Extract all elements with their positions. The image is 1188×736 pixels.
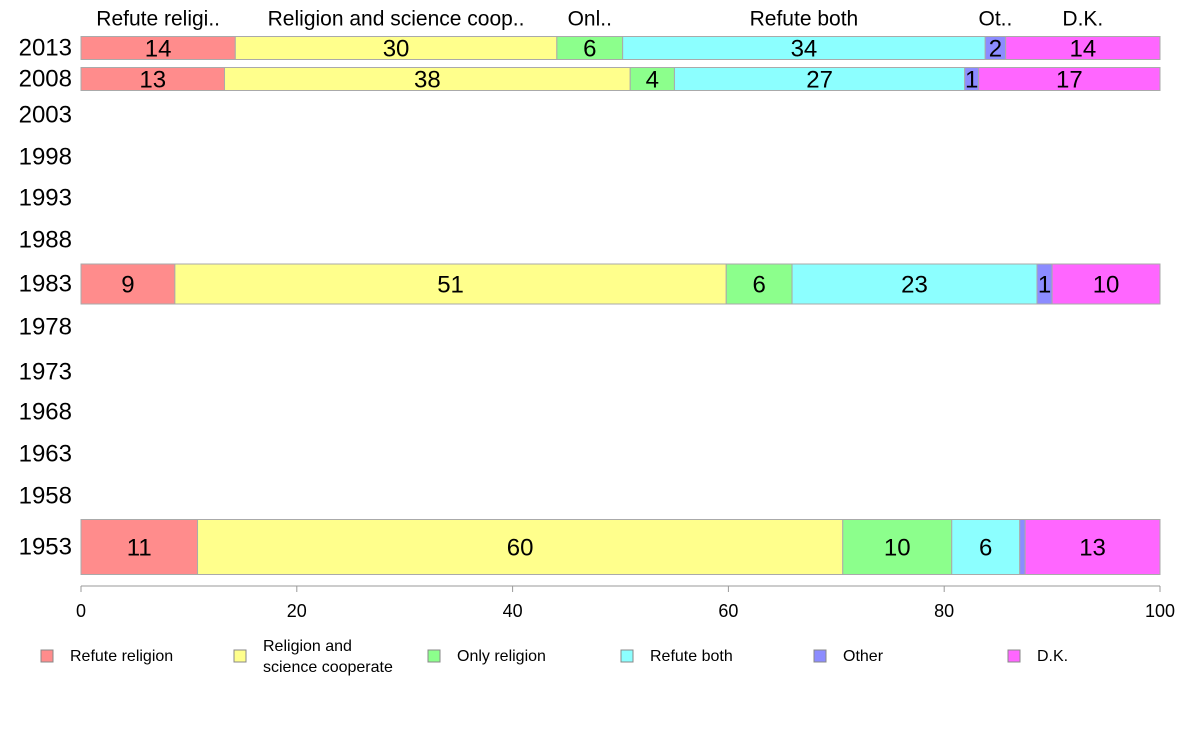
segment-label-2008-0: 13	[139, 67, 166, 94]
header-label-3: Refute both	[750, 8, 859, 31]
bar-segment-1983-1	[174, 263, 727, 305]
bar-segment-1983-5	[1051, 263, 1161, 305]
header-label-5: D.K.	[1062, 8, 1103, 31]
segment-label-2008-5: 17	[1056, 67, 1083, 94]
segment-label-1953-2: 10	[884, 535, 911, 562]
legend-label-3: Refute both	[650, 648, 733, 665]
segment-label-2013-1: 30	[383, 36, 410, 63]
legend-label-1: Religion and science cooperate	[263, 638, 393, 676]
y-tick-label-1993: 1993	[19, 185, 72, 212]
segment-label-2013-0: 14	[145, 36, 172, 63]
bar-segment-1953-4	[1019, 519, 1026, 575]
header-label-0: Refute religi..	[96, 8, 220, 31]
segment-label-1983-4: 1	[1038, 272, 1051, 299]
bar-segment-1983-0	[80, 263, 176, 305]
legend-swatch-5	[1007, 649, 1021, 663]
x-tick-label-40: 40	[503, 601, 523, 621]
legend-swatch-4	[813, 649, 827, 663]
header-label-2: Onl..	[568, 8, 612, 31]
bar-segment-1983-3	[791, 263, 1038, 305]
segment-label-1953-0: 11	[127, 535, 152, 562]
segment-label-2013-4: 2	[989, 36, 1002, 63]
y-tick-label-1953: 1953	[19, 534, 72, 561]
bar-segment-1953-3	[951, 519, 1021, 575]
x-tick-label-20: 20	[287, 601, 307, 621]
header-label-1: Religion and science coop..	[268, 8, 525, 31]
segment-label-2013-3: 34	[791, 36, 818, 63]
x-tick-label-100: 100	[1145, 601, 1175, 621]
bar-segment-1953-1	[197, 519, 844, 575]
y-tick-label-2013: 2013	[19, 35, 72, 62]
y-tick-label-1978: 1978	[19, 314, 72, 341]
legend-label-0: Refute religion	[70, 648, 173, 665]
y-tick-label-1958: 1958	[19, 483, 72, 510]
segment-label-2008-1: 38	[414, 67, 441, 94]
y-tick-label-1988: 1988	[19, 227, 72, 254]
legend-label-4: Other	[843, 648, 884, 665]
x-tick-label-80: 80	[934, 601, 954, 621]
y-tick-label-1968: 1968	[19, 399, 72, 426]
x-tick-label-60: 60	[718, 601, 738, 621]
header-label-4: Ot..	[979, 8, 1013, 31]
segment-label-1983-5: 10	[1093, 272, 1120, 299]
segment-label-1983-0: 9	[121, 272, 134, 299]
segment-label-2008-3: 27	[806, 67, 833, 94]
y-tick-label-2008: 2008	[19, 66, 72, 93]
segment-label-2013-2: 6	[583, 36, 596, 63]
y-tick-label-1983: 1983	[19, 271, 72, 298]
x-tick-label-0: 0	[76, 601, 86, 621]
legend-swatch-2	[427, 649, 441, 663]
bar-segment-2013-5	[1005, 36, 1161, 60]
segment-label-1983-3: 23	[901, 272, 928, 299]
legend-label-5: D.K.	[1037, 648, 1068, 665]
legend-swatch-1	[233, 649, 247, 663]
y-tick-label-1973: 1973	[19, 359, 72, 386]
legend-label-2: Only religion	[457, 648, 546, 665]
segment-label-2008-4: 1	[965, 67, 978, 94]
y-tick-label-1963: 1963	[19, 441, 72, 468]
segment-label-1953-3: 6	[979, 535, 992, 562]
segment-label-1953-1: 60	[507, 535, 534, 562]
bar-segment-1953-2	[842, 519, 953, 575]
y-tick-label-2003: 2003	[19, 102, 72, 129]
legend-swatch-0	[40, 649, 54, 663]
y-tick-label-1998: 1998	[19, 144, 72, 171]
segment-label-2008-2: 4	[646, 67, 659, 94]
segment-label-2013-5: 14	[1069, 36, 1096, 63]
bar-segment-1953-5	[1024, 519, 1161, 575]
segment-label-1953-5: 13	[1079, 535, 1106, 562]
legend-swatch-3	[620, 649, 634, 663]
bar-segment-1983-2	[725, 263, 793, 305]
bar-segment-2008-5	[978, 67, 1161, 91]
segment-label-1983-2: 6	[752, 272, 765, 299]
segment-label-1983-1: 51	[437, 272, 464, 299]
